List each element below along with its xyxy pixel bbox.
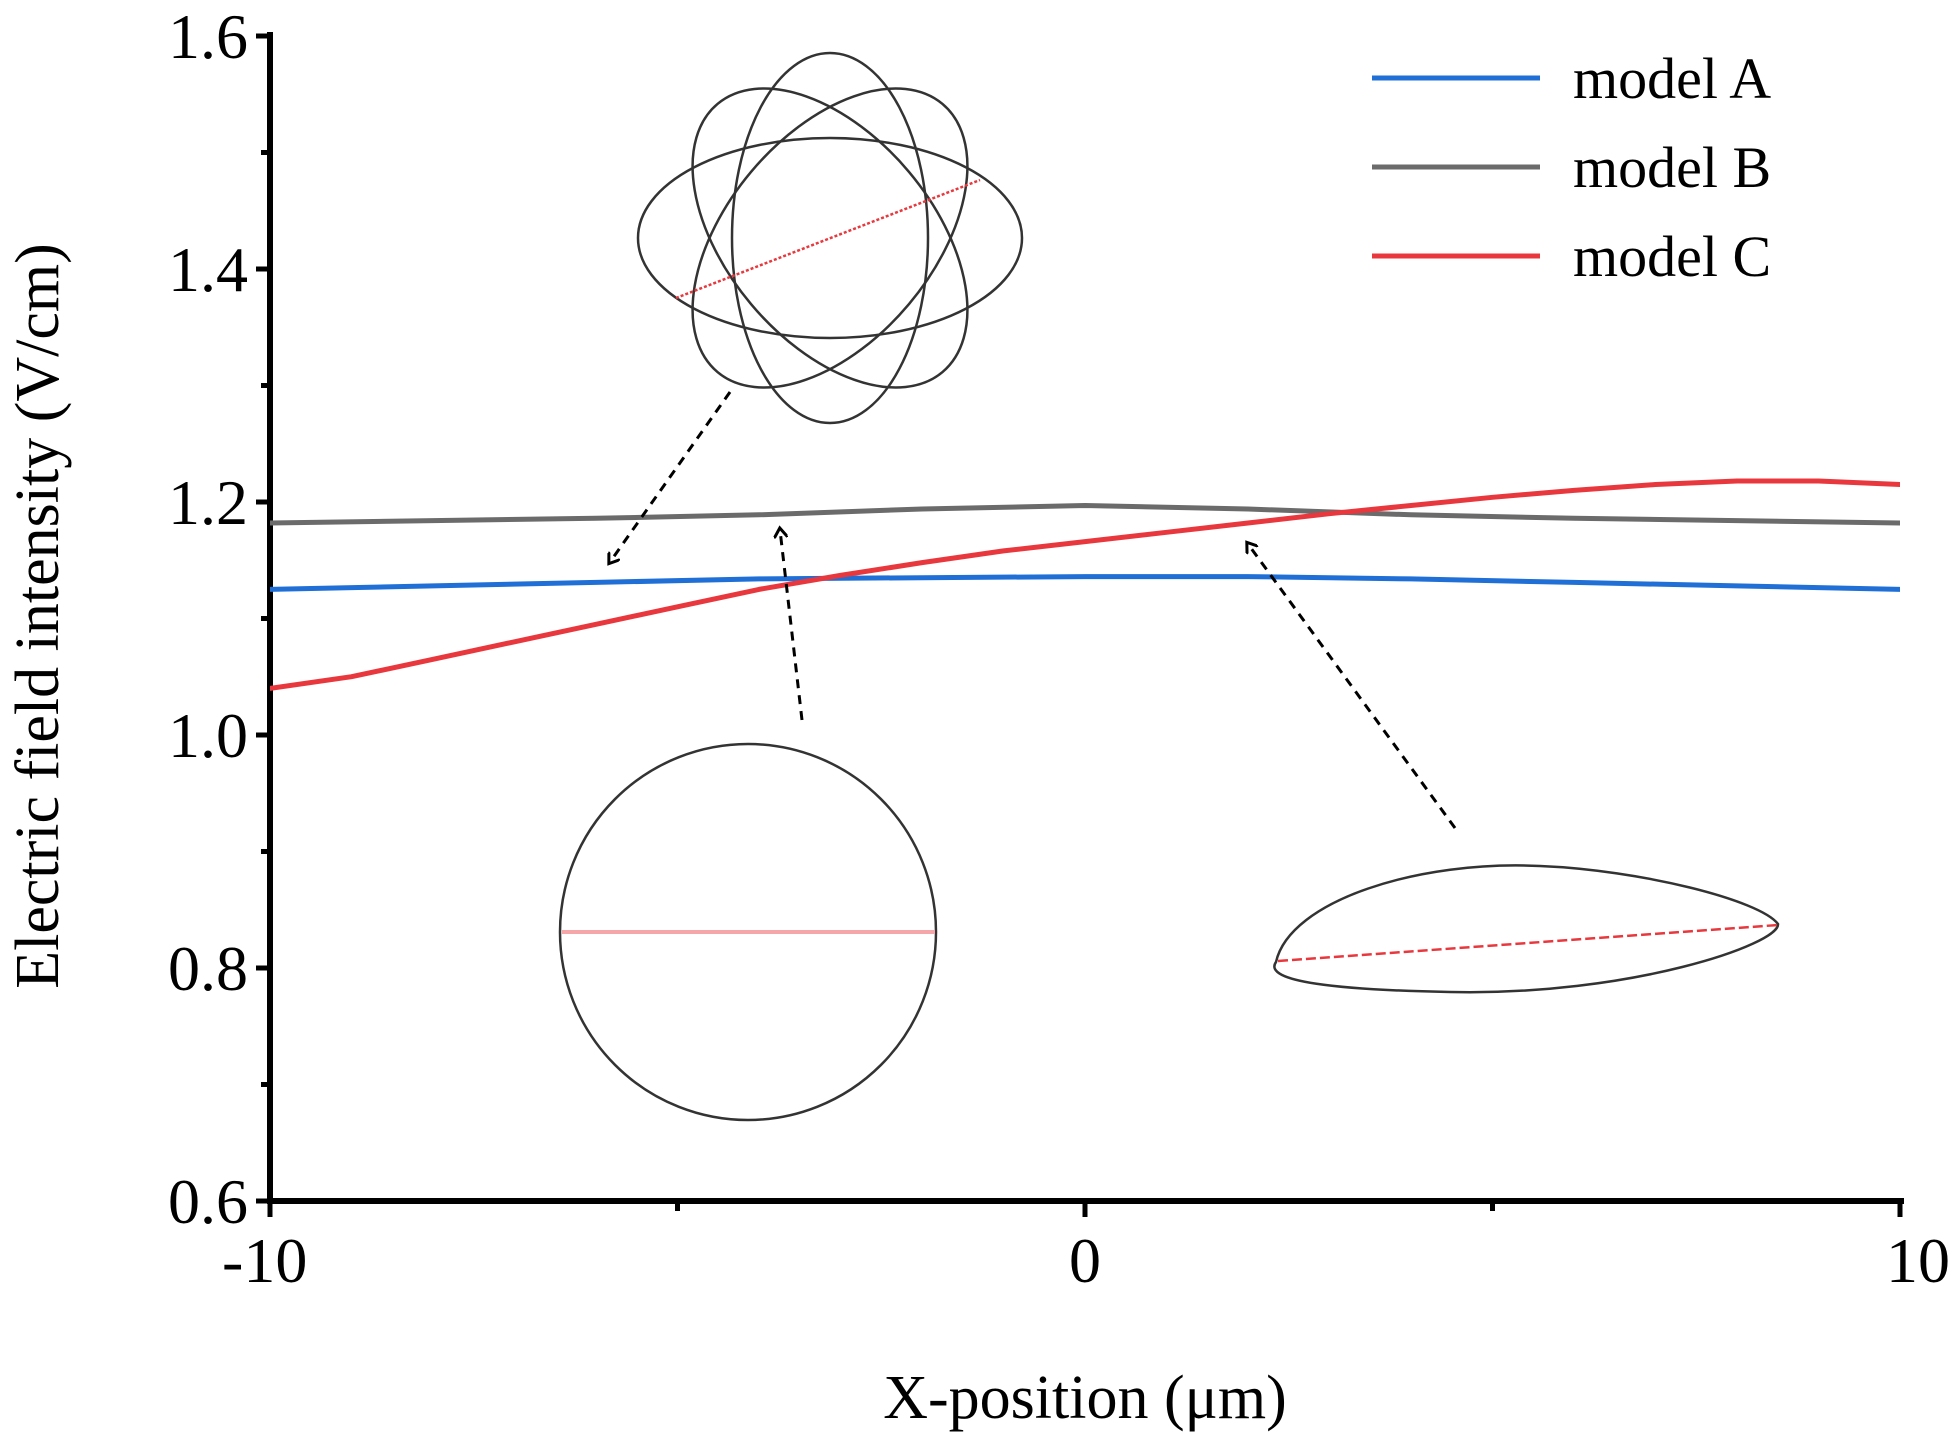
series-line-model-b: [270, 503, 1900, 526]
tick-labels: 0.6 0.8 1.0 1.2 1.4 1.6 -10 0 10: [168, 1, 1950, 1296]
x-tick-label: 10: [1886, 1225, 1950, 1296]
y-tick-label: 0.6: [168, 1166, 248, 1237]
y-axis-title: Electric field intensity (V/cm): [4, 243, 72, 988]
ticks: [256, 33, 1903, 1217]
ellipse-red-line: [1277, 923, 1779, 963]
legend-label: model C: [1573, 224, 1771, 289]
annotation-arrows: [610, 391, 1457, 829]
ellipse-shape-inset: [1273, 864, 1780, 994]
circle-shape-inset: [558, 742, 938, 1122]
y-tick-label: 1.6: [168, 1, 248, 72]
series-line-model-c: [270, 478, 1900, 691]
legend-label: model B: [1573, 135, 1771, 200]
legend: model A model B model C: [1372, 46, 1771, 289]
y-tick-label: 1.4: [168, 234, 248, 305]
ellipse-outline: [1273, 864, 1780, 994]
flower-red-line: [675, 178, 981, 300]
axes: [267, 32, 1904, 1204]
arrow-ellipse: [1248, 544, 1457, 829]
flower-ellipse-4: [691, 87, 969, 389]
y-tick-label: 1.0: [168, 700, 248, 771]
x-tick-label: 0: [1069, 1225, 1101, 1296]
series-group: [270, 478, 1900, 691]
flower-ellipse-1: [636, 136, 1024, 340]
y-tick-label: 0.8: [168, 933, 248, 1004]
x-tick-label: -10: [222, 1225, 307, 1296]
flower-ellipse-2: [730, 51, 930, 425]
flower-ellipse-3: [691, 87, 969, 389]
arrow-flower: [610, 391, 732, 562]
arrow-circle: [780, 530, 804, 721]
circle-outline: [558, 742, 938, 1122]
legend-label: model A: [1573, 46, 1771, 111]
series-line-model-a: [270, 574, 1900, 592]
inset-shapes: [558, 51, 1780, 1122]
flower-shape-inset: [636, 51, 1024, 425]
y-tick-label: 1.2: [168, 467, 248, 538]
x-axis-title: X-position (μm): [883, 1364, 1286, 1432]
